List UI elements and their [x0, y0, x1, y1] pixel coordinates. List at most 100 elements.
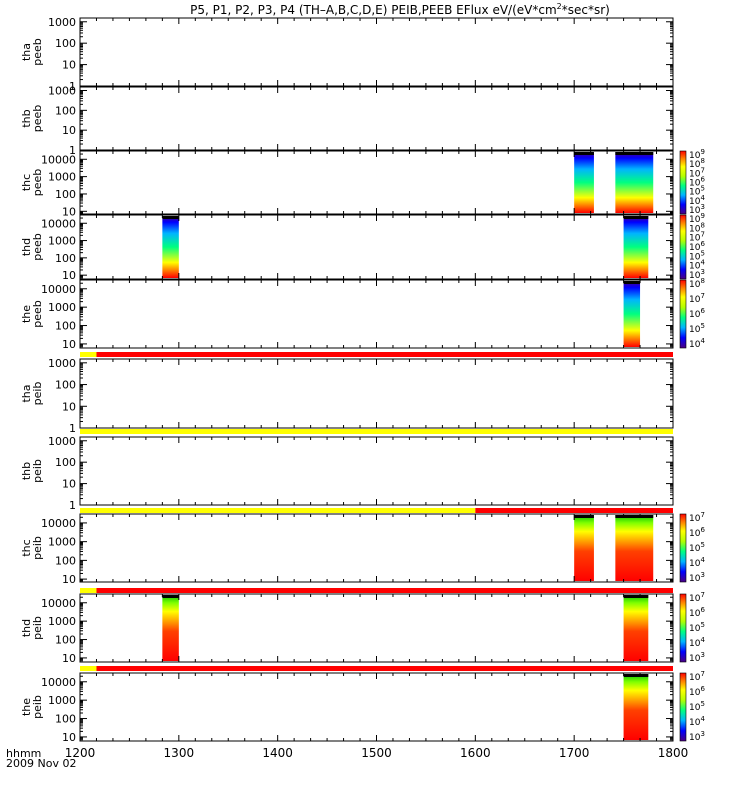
colorbar-label: 109: [689, 148, 705, 161]
mode-bar-segment: [80, 666, 97, 671]
colorbar-label-base: 10: [689, 609, 701, 619]
y-tick-label: 10: [62, 731, 76, 744]
colorbar-label-base: 10: [689, 673, 701, 683]
colorbar-label: 106: [689, 606, 705, 619]
spectrogram-block: [574, 515, 594, 581]
colorbar-label-base: 10: [689, 179, 701, 189]
y-label-product: peeb: [31, 38, 44, 66]
colorbar-label-exp: 3: [700, 203, 704, 211]
spectrogram-block-edge: [574, 152, 594, 155]
spectrogram-block: [623, 216, 649, 278]
colorbar-label-base: 10: [689, 574, 701, 584]
y-label-product: peeb: [31, 169, 44, 197]
colorbar-label-base: 10: [689, 514, 701, 524]
y-tick-label: 1000: [48, 301, 76, 314]
colorbar-label: 109: [689, 212, 705, 225]
spectrogram-block-edge: [615, 515, 654, 518]
colorbar-label-base: 10: [689, 262, 701, 272]
colorbar-label-exp: 3: [700, 651, 704, 659]
colorbar-label-base: 10: [689, 295, 701, 305]
colorbar-scale: [679, 214, 687, 280]
y-tick-label: 1000: [48, 16, 76, 29]
spectrogram-block-edge: [623, 674, 649, 677]
y-axis-label: thapeib: [20, 382, 44, 406]
colorbar-label: 105: [689, 322, 705, 335]
colorbar-label-base: 10: [689, 733, 701, 743]
colorbar-label: 104: [689, 337, 705, 350]
panel-tha-peib: 1 10 100 1000 thapeib: [20, 357, 674, 435]
spectrogram-block-edge: [623, 281, 641, 284]
colorbar-label: 105: [689, 700, 705, 713]
colorbar-label-base: 10: [689, 252, 701, 262]
colorbar-label-exp: 6: [700, 240, 705, 248]
colorbar-label: 106: [689, 240, 705, 253]
y-label-probe: thb: [20, 462, 33, 480]
colorbar-label-base: 10: [689, 169, 701, 179]
y-axis-label: thdpeeb: [20, 233, 44, 261]
y-tick-label: 100: [55, 188, 76, 201]
x-tick-label: 1200: [65, 746, 96, 760]
spectrogram-block: [162, 595, 179, 661]
colorbar-label-base: 10: [689, 544, 701, 554]
colorbar-label-exp: 7: [700, 231, 704, 239]
colorbar-label-exp: 4: [700, 194, 705, 202]
y-axis-label: thapeeb: [20, 38, 44, 66]
mode-bar-segment: [96, 352, 673, 357]
y-tick-label: 10: [62, 338, 76, 351]
y-label-product: peib: [31, 695, 44, 719]
x-tick-label: 1800: [658, 746, 689, 760]
mode-bar-segment: [475, 508, 673, 513]
colorbar-label-base: 10: [689, 310, 701, 320]
y-tick-label: 10: [62, 59, 76, 72]
colorbar-label: 105: [689, 621, 705, 634]
colorbar-label-base: 10: [689, 325, 701, 335]
colorbar-label-exp: 7: [700, 591, 704, 599]
y-tick-label: 1: [69, 422, 76, 435]
colorbar-label-exp: 6: [700, 307, 705, 315]
y-label-probe: thc: [20, 539, 33, 556]
mode-bar-segment: [80, 588, 97, 593]
colorbar-label-exp: 8: [700, 157, 704, 165]
y-axis-label: thbpeeb: [20, 105, 44, 133]
colorbar-label: 104: [689, 259, 705, 272]
y-tick-label: 10: [62, 124, 76, 137]
colorbar-label: 103: [689, 571, 705, 584]
colorbar-label: 108: [689, 277, 705, 290]
colorbar-label: 103: [689, 268, 705, 281]
y-tick-label: 100: [55, 554, 76, 567]
colorbar-label-base: 10: [689, 151, 701, 161]
colorbar-label-exp: 4: [700, 259, 705, 267]
colorbar-label: 107: [689, 292, 705, 305]
y-tick-label: 100: [55, 634, 76, 647]
mode-bar: [80, 666, 673, 671]
y-label-probe: thc: [20, 174, 33, 191]
y-label-probe: the: [20, 698, 33, 716]
spectrogram-block-edge: [574, 515, 594, 518]
y-tick-label: 10000: [41, 283, 76, 296]
x-tick-label: 1300: [164, 746, 195, 760]
x-axis-label: hhmm: [6, 747, 41, 760]
spectrogram-block-edge: [615, 152, 654, 155]
y-label-product: peeb: [31, 105, 44, 133]
colorbar-label: 105: [689, 541, 705, 554]
x-tick-label: 1700: [559, 746, 590, 760]
colorbar-scale: [679, 672, 687, 742]
colorbar-label: 107: [689, 511, 705, 524]
x-tick-label: 1400: [262, 746, 293, 760]
colorbar-label-exp: 9: [700, 212, 704, 220]
colorbar-label-base: 10: [689, 206, 701, 216]
colorbar-label-exp: 3: [700, 571, 704, 579]
colorbar-label: 104: [689, 194, 705, 207]
colorbar-label: 106: [689, 307, 705, 320]
panel-frame: [79, 358, 674, 429]
spectrogram-block-edge: [623, 595, 649, 598]
colorbar-label-exp: 6: [700, 176, 705, 184]
mode-bar-segment: [80, 352, 97, 357]
